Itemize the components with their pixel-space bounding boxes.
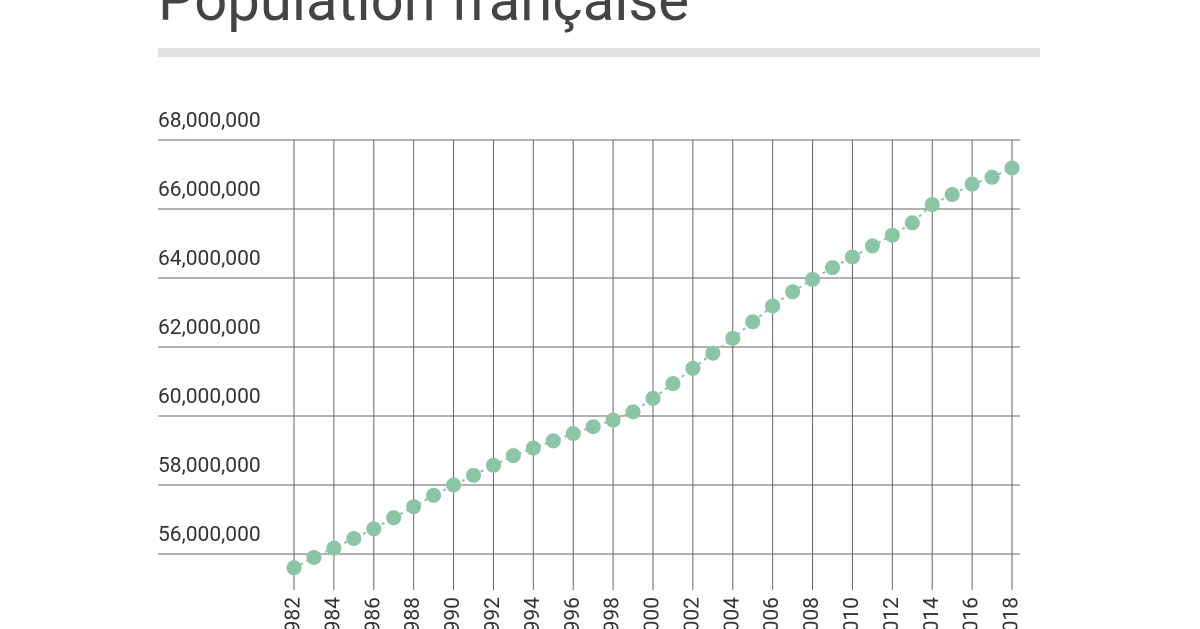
data-point xyxy=(924,197,940,213)
y-tick-label: 62,000,000 xyxy=(158,316,261,340)
y-tick-label: 56,000,000 xyxy=(158,523,261,547)
data-point xyxy=(446,477,462,493)
data-point xyxy=(525,440,541,456)
data-point xyxy=(825,260,840,276)
data-point xyxy=(346,530,362,546)
x-tick-label: 1992 xyxy=(481,597,505,629)
x-tick-label: 2006 xyxy=(760,597,784,629)
x-tick-label: 1990 xyxy=(441,597,465,629)
data-point xyxy=(685,360,701,376)
data-point xyxy=(625,404,641,420)
data-point xyxy=(505,448,521,464)
y-tick-label: 60,000,000 xyxy=(158,385,261,409)
y-tick-label: 64,000,000 xyxy=(158,247,261,271)
data-point xyxy=(306,549,322,565)
data-point xyxy=(386,510,402,526)
x-tick-label: 1996 xyxy=(561,597,585,629)
data-point xyxy=(286,560,302,576)
x-tick-label: 2016 xyxy=(960,597,984,629)
data-point xyxy=(745,314,761,330)
data-point xyxy=(904,215,920,231)
x-tick-label: 2012 xyxy=(880,597,904,629)
data-point xyxy=(944,187,960,203)
data-point xyxy=(964,176,980,192)
y-tick-label: 66,000,000 xyxy=(158,178,261,202)
data-point xyxy=(565,426,581,442)
data-point xyxy=(844,249,860,265)
data-point xyxy=(864,238,880,254)
x-tick-label: 1986 xyxy=(361,597,385,629)
data-point xyxy=(466,467,481,483)
x-tick-label: 2000 xyxy=(641,597,665,629)
data-point xyxy=(665,376,681,392)
data-point xyxy=(765,298,781,314)
data-point xyxy=(884,227,900,243)
data-point xyxy=(406,499,422,515)
x-tick-label: 1984 xyxy=(321,597,345,629)
x-tick-label: 1998 xyxy=(601,597,625,629)
data-point xyxy=(426,487,442,503)
data-point xyxy=(366,521,382,537)
chart-title: Population française xyxy=(158,0,689,35)
x-tick-label: 2002 xyxy=(680,597,704,629)
data-point xyxy=(1004,160,1020,176)
data-point xyxy=(585,419,601,435)
data-point xyxy=(605,412,621,428)
data-point xyxy=(326,540,342,556)
y-tick-label: 68,000,000 xyxy=(158,109,261,133)
data-point xyxy=(785,284,801,300)
x-tick-label: 2004 xyxy=(720,597,744,629)
x-tick-label: 2018 xyxy=(1000,597,1024,629)
title-rule xyxy=(158,48,1040,57)
data-point xyxy=(705,345,721,361)
x-tick-label: 1988 xyxy=(401,597,425,629)
data-point xyxy=(645,390,661,406)
x-tick-label: 2008 xyxy=(800,597,824,629)
y-tick-label: 58,000,000 xyxy=(158,454,261,478)
data-point xyxy=(805,271,821,287)
data-point xyxy=(485,457,501,473)
x-tick-label: 1994 xyxy=(521,597,545,629)
x-tick-label: 2014 xyxy=(920,597,944,629)
data-point xyxy=(545,433,561,449)
x-tick-label: 1982 xyxy=(282,597,306,629)
x-tick-label: 2010 xyxy=(840,597,864,629)
data-point xyxy=(725,330,741,346)
data-point xyxy=(984,169,1000,185)
